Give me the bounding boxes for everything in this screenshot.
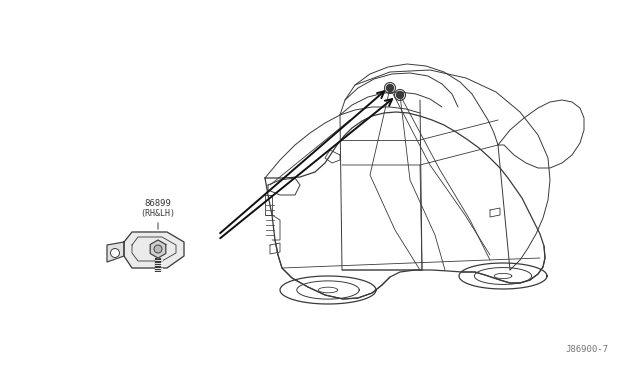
Circle shape [397, 92, 403, 99]
Circle shape [111, 248, 120, 257]
Polygon shape [150, 240, 166, 258]
Polygon shape [107, 242, 124, 262]
Polygon shape [124, 232, 184, 268]
Circle shape [387, 84, 394, 92]
Text: 86899: 86899 [145, 199, 172, 208]
Text: (RH&LH): (RH&LH) [141, 209, 175, 218]
Circle shape [154, 245, 162, 253]
Text: J86900-7: J86900-7 [565, 346, 608, 355]
